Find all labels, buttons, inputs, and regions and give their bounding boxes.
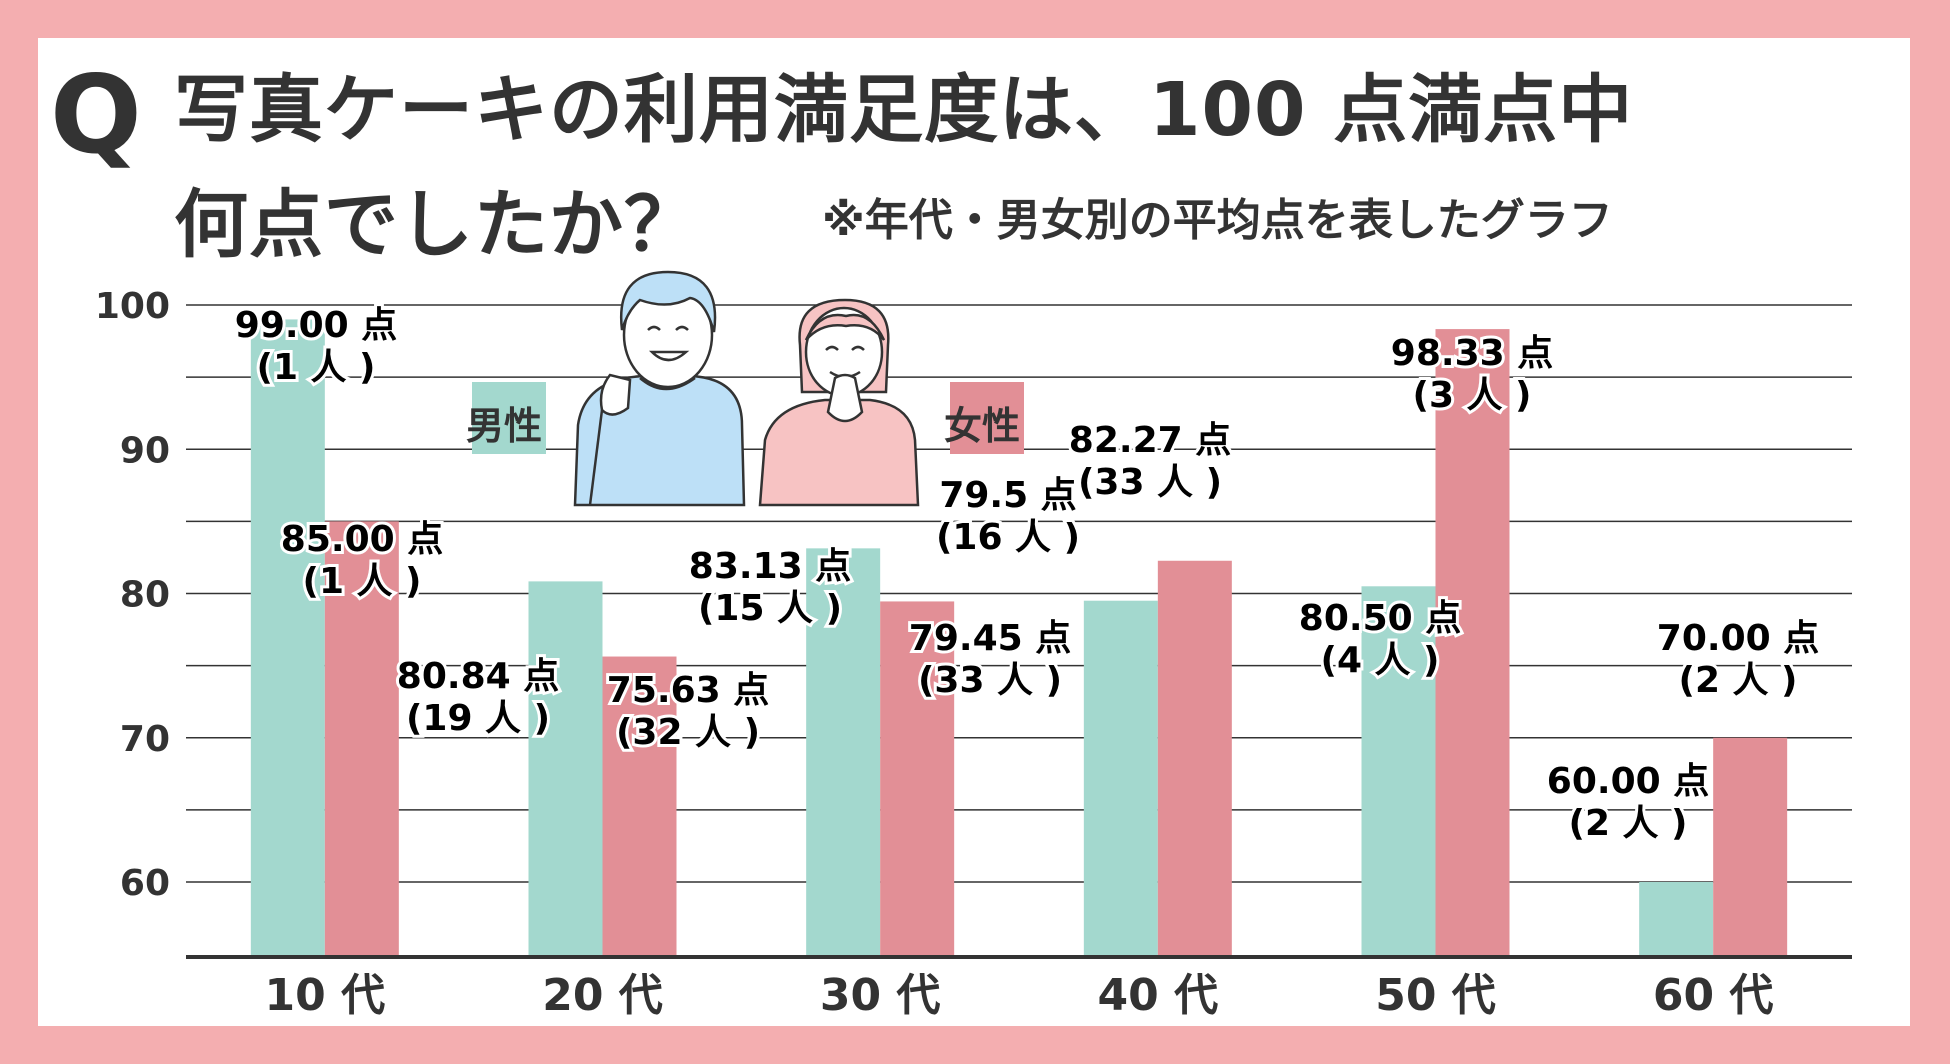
data-label-count: (3 人 ) — [1412, 375, 1531, 416]
y-tick-label: 100 — [95, 286, 170, 327]
x-tick-label: 40 代 — [1098, 970, 1219, 1021]
legend-female-swatch — [950, 382, 1024, 454]
woman-illustration — [758, 298, 920, 507]
data-label-count: (32 人 ) — [616, 712, 760, 753]
data-labels: 99.00 点(1 人 )80.84 点(19 人 )83.13 点(15 人 … — [232, 302, 1822, 847]
legend-male-swatch — [472, 382, 546, 454]
y-tick-label: 60 — [120, 863, 170, 904]
data-label-value: 79.45 点 — [909, 618, 1071, 659]
x-tick-label: 30 代 — [820, 970, 941, 1021]
data-label-count: (33 人 ) — [918, 660, 1062, 701]
bar-male — [1639, 882, 1714, 957]
bar-male — [806, 548, 881, 957]
data-label-value: 98.33 点 — [1391, 333, 1553, 374]
bar-female — [1713, 737, 1788, 957]
question-mark: Q — [50, 53, 142, 178]
data-label-count: (19 人 ) — [406, 698, 550, 739]
data-label-count: (1 人 ) — [256, 347, 375, 388]
data-label-value: 82.27 点 — [1069, 420, 1231, 461]
x-tick-label: 10 代 — [265, 970, 386, 1021]
data-label-value: 60.00 点 — [1547, 761, 1709, 802]
data-label-value: 99.00 点 — [235, 305, 397, 346]
data-label-count: (15 人 ) — [698, 588, 842, 629]
x-tick-label: 50 代 — [1375, 970, 1496, 1021]
y-tick-label: 70 — [120, 719, 170, 760]
legend-male-label: 男性 — [466, 404, 543, 448]
chart-subtitle: ※年代・男女別の平均点を表したグラフ — [822, 195, 1613, 246]
data-label-value: 80.84 点 — [397, 656, 559, 697]
bar-male — [250, 319, 325, 957]
title-line-1: 写真ケーキの利用満足度は、100 点満点中 — [174, 67, 1634, 153]
data-label-value: 79.5 点 — [939, 475, 1076, 516]
bar-male — [1083, 600, 1158, 957]
bar-female — [880, 601, 955, 957]
y-tick-label: 90 — [120, 430, 170, 471]
bar-male — [528, 581, 603, 957]
legend-female-label: 女性 — [944, 404, 1021, 448]
data-label-value: 75.63 点 — [607, 670, 769, 711]
bar-female — [324, 521, 399, 957]
data-label-value: 85.00 点 — [281, 519, 443, 560]
man-illustration — [573, 270, 746, 507]
axes: 60 70 80 90 100 10 代 20 代 30 代 40 代 50 代 60 代 — [95, 286, 1852, 1021]
bars — [250, 319, 1788, 958]
data-label-value: 83.13 点 — [689, 546, 851, 587]
data-label-count: (2 人 ) — [1678, 660, 1797, 701]
y-tick-label: 80 — [120, 575, 170, 616]
data-label-value: 70.00 点 — [1657, 618, 1819, 659]
bar-female — [1435, 329, 1510, 958]
data-label-value: 80.50 点 — [1299, 598, 1461, 639]
data-label-count: (33 人 ) — [1078, 462, 1222, 503]
data-label-count: (2 人 ) — [1568, 803, 1687, 844]
bar-male — [1361, 586, 1436, 957]
x-tick-label: 60 代 — [1653, 970, 1774, 1021]
bar-female — [1157, 560, 1232, 957]
title-line-2: 何点でしたか？ — [174, 182, 699, 268]
data-label-count: (16 人 ) — [936, 517, 1080, 558]
x-tick-label: 20 代 — [542, 970, 663, 1021]
data-label-count: (4 人 ) — [1320, 640, 1439, 681]
bar-female — [602, 656, 677, 957]
data-label-count: (1 人 ) — [302, 561, 421, 602]
